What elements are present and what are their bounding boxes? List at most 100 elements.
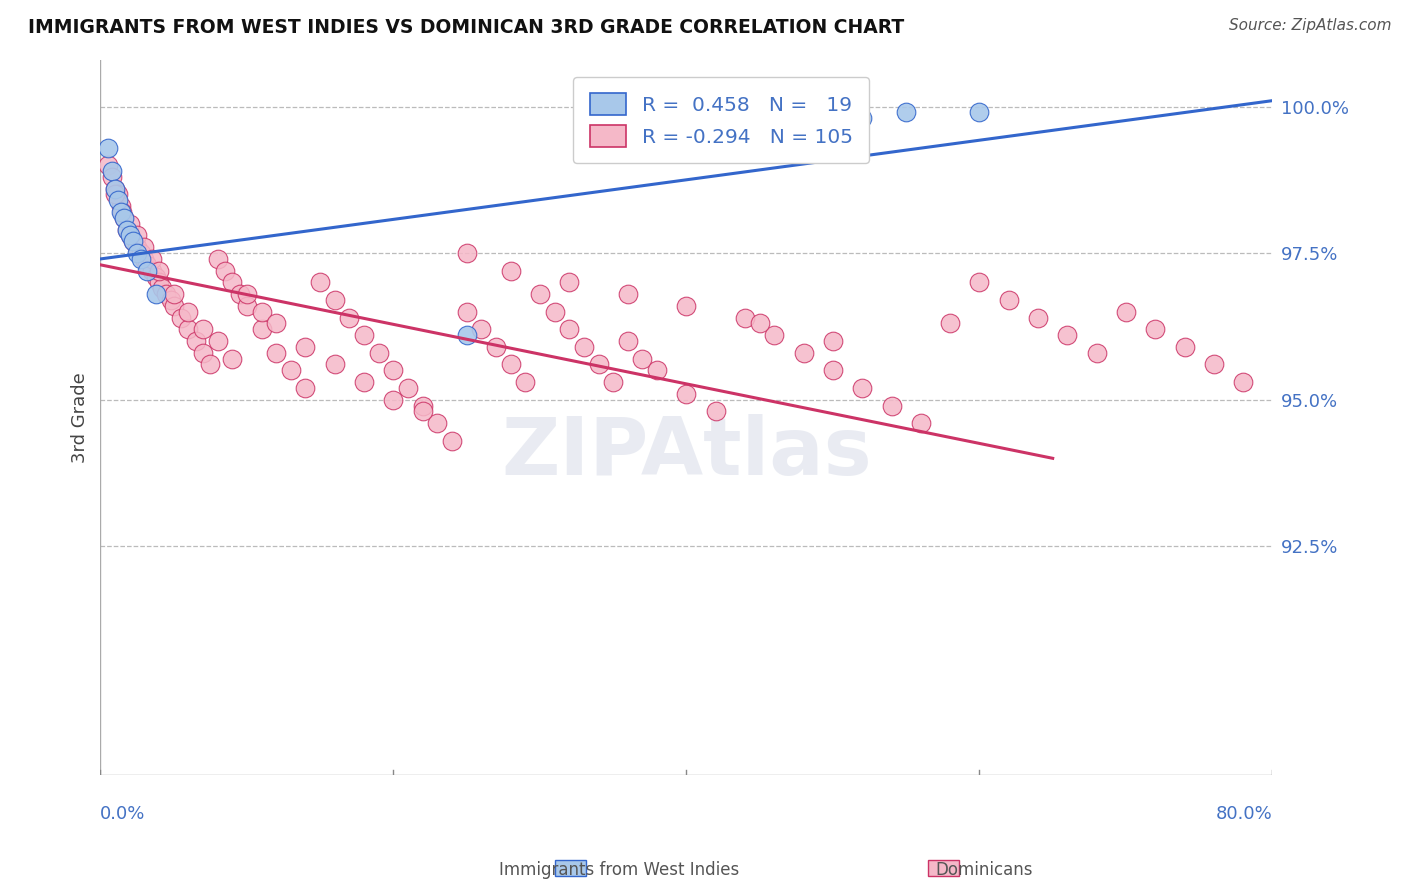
Point <box>280 363 302 377</box>
Point <box>136 258 159 272</box>
Point <box>353 375 375 389</box>
Point <box>939 317 962 331</box>
Point <box>191 322 214 336</box>
Point <box>134 240 156 254</box>
Point <box>529 287 551 301</box>
Point <box>236 299 259 313</box>
Point <box>602 375 624 389</box>
Point <box>910 416 932 430</box>
Point <box>228 287 250 301</box>
Point <box>112 211 135 225</box>
Point <box>456 304 478 318</box>
Point <box>184 334 207 348</box>
Y-axis label: 3rd Grade: 3rd Grade <box>72 372 89 463</box>
Point <box>101 164 124 178</box>
Point <box>675 299 697 313</box>
Point <box>112 211 135 225</box>
Point <box>118 228 141 243</box>
Text: Source: ZipAtlas.com: Source: ZipAtlas.com <box>1229 18 1392 33</box>
Point <box>748 317 770 331</box>
Text: 0.0%: 0.0% <box>100 805 146 823</box>
Point <box>763 328 786 343</box>
Text: IMMIGRANTS FROM WEST INDIES VS DOMINICAN 3RD GRADE CORRELATION CHART: IMMIGRANTS FROM WEST INDIES VS DOMINICAN… <box>28 18 904 37</box>
Point <box>969 105 991 120</box>
Point <box>1202 358 1225 372</box>
Point <box>125 246 148 260</box>
Point <box>121 235 143 249</box>
Point <box>426 416 449 430</box>
Point <box>880 399 903 413</box>
Point <box>207 252 229 266</box>
Point <box>97 158 120 172</box>
Point <box>353 328 375 343</box>
Point <box>264 345 287 359</box>
Point <box>104 181 127 195</box>
Point <box>617 334 640 348</box>
Point <box>470 322 492 336</box>
Point <box>821 363 844 377</box>
Point <box>170 310 193 325</box>
Point <box>456 246 478 260</box>
Point <box>1232 375 1254 389</box>
Point <box>645 363 668 377</box>
Point <box>111 205 134 219</box>
Point <box>207 334 229 348</box>
Point <box>107 194 129 208</box>
Point <box>1026 310 1049 325</box>
Point <box>159 293 181 307</box>
Point <box>440 434 463 448</box>
Point <box>177 304 200 318</box>
Point <box>236 287 259 301</box>
Point <box>118 217 141 231</box>
Point <box>1056 328 1078 343</box>
Point <box>162 287 184 301</box>
Point <box>131 246 153 260</box>
Point <box>412 399 434 413</box>
Point <box>323 358 346 372</box>
Point <box>294 381 316 395</box>
Point <box>412 404 434 418</box>
Point <box>309 276 332 290</box>
Point <box>456 328 478 343</box>
Point <box>264 317 287 331</box>
Point <box>145 287 167 301</box>
Point <box>115 222 138 236</box>
Point <box>141 252 163 266</box>
Point <box>162 299 184 313</box>
Point <box>148 263 170 277</box>
Text: ZIPAtlas: ZIPAtlas <box>501 414 872 492</box>
Point <box>499 358 522 372</box>
Point <box>821 334 844 348</box>
Point <box>97 140 120 154</box>
Point <box>104 187 127 202</box>
Point <box>367 345 389 359</box>
Point <box>339 310 361 325</box>
Point <box>485 340 508 354</box>
Point <box>588 358 610 372</box>
Point <box>145 269 167 284</box>
Point <box>118 228 141 243</box>
Point <box>1174 340 1197 354</box>
Point <box>294 340 316 354</box>
Point <box>631 351 654 366</box>
Point <box>572 340 595 354</box>
Point <box>851 112 873 126</box>
Point <box>675 386 697 401</box>
Point <box>221 276 243 290</box>
Point <box>515 375 537 389</box>
Point <box>110 205 132 219</box>
Point <box>558 276 581 290</box>
Point <box>214 263 236 277</box>
Point <box>148 276 170 290</box>
Point <box>104 181 127 195</box>
Point <box>125 228 148 243</box>
Point <box>101 169 124 184</box>
Point <box>997 293 1019 307</box>
Point <box>382 392 405 407</box>
Point <box>558 322 581 336</box>
Point <box>150 281 173 295</box>
Point <box>115 222 138 236</box>
Point <box>704 404 727 418</box>
Point <box>131 252 153 266</box>
Point <box>851 381 873 395</box>
